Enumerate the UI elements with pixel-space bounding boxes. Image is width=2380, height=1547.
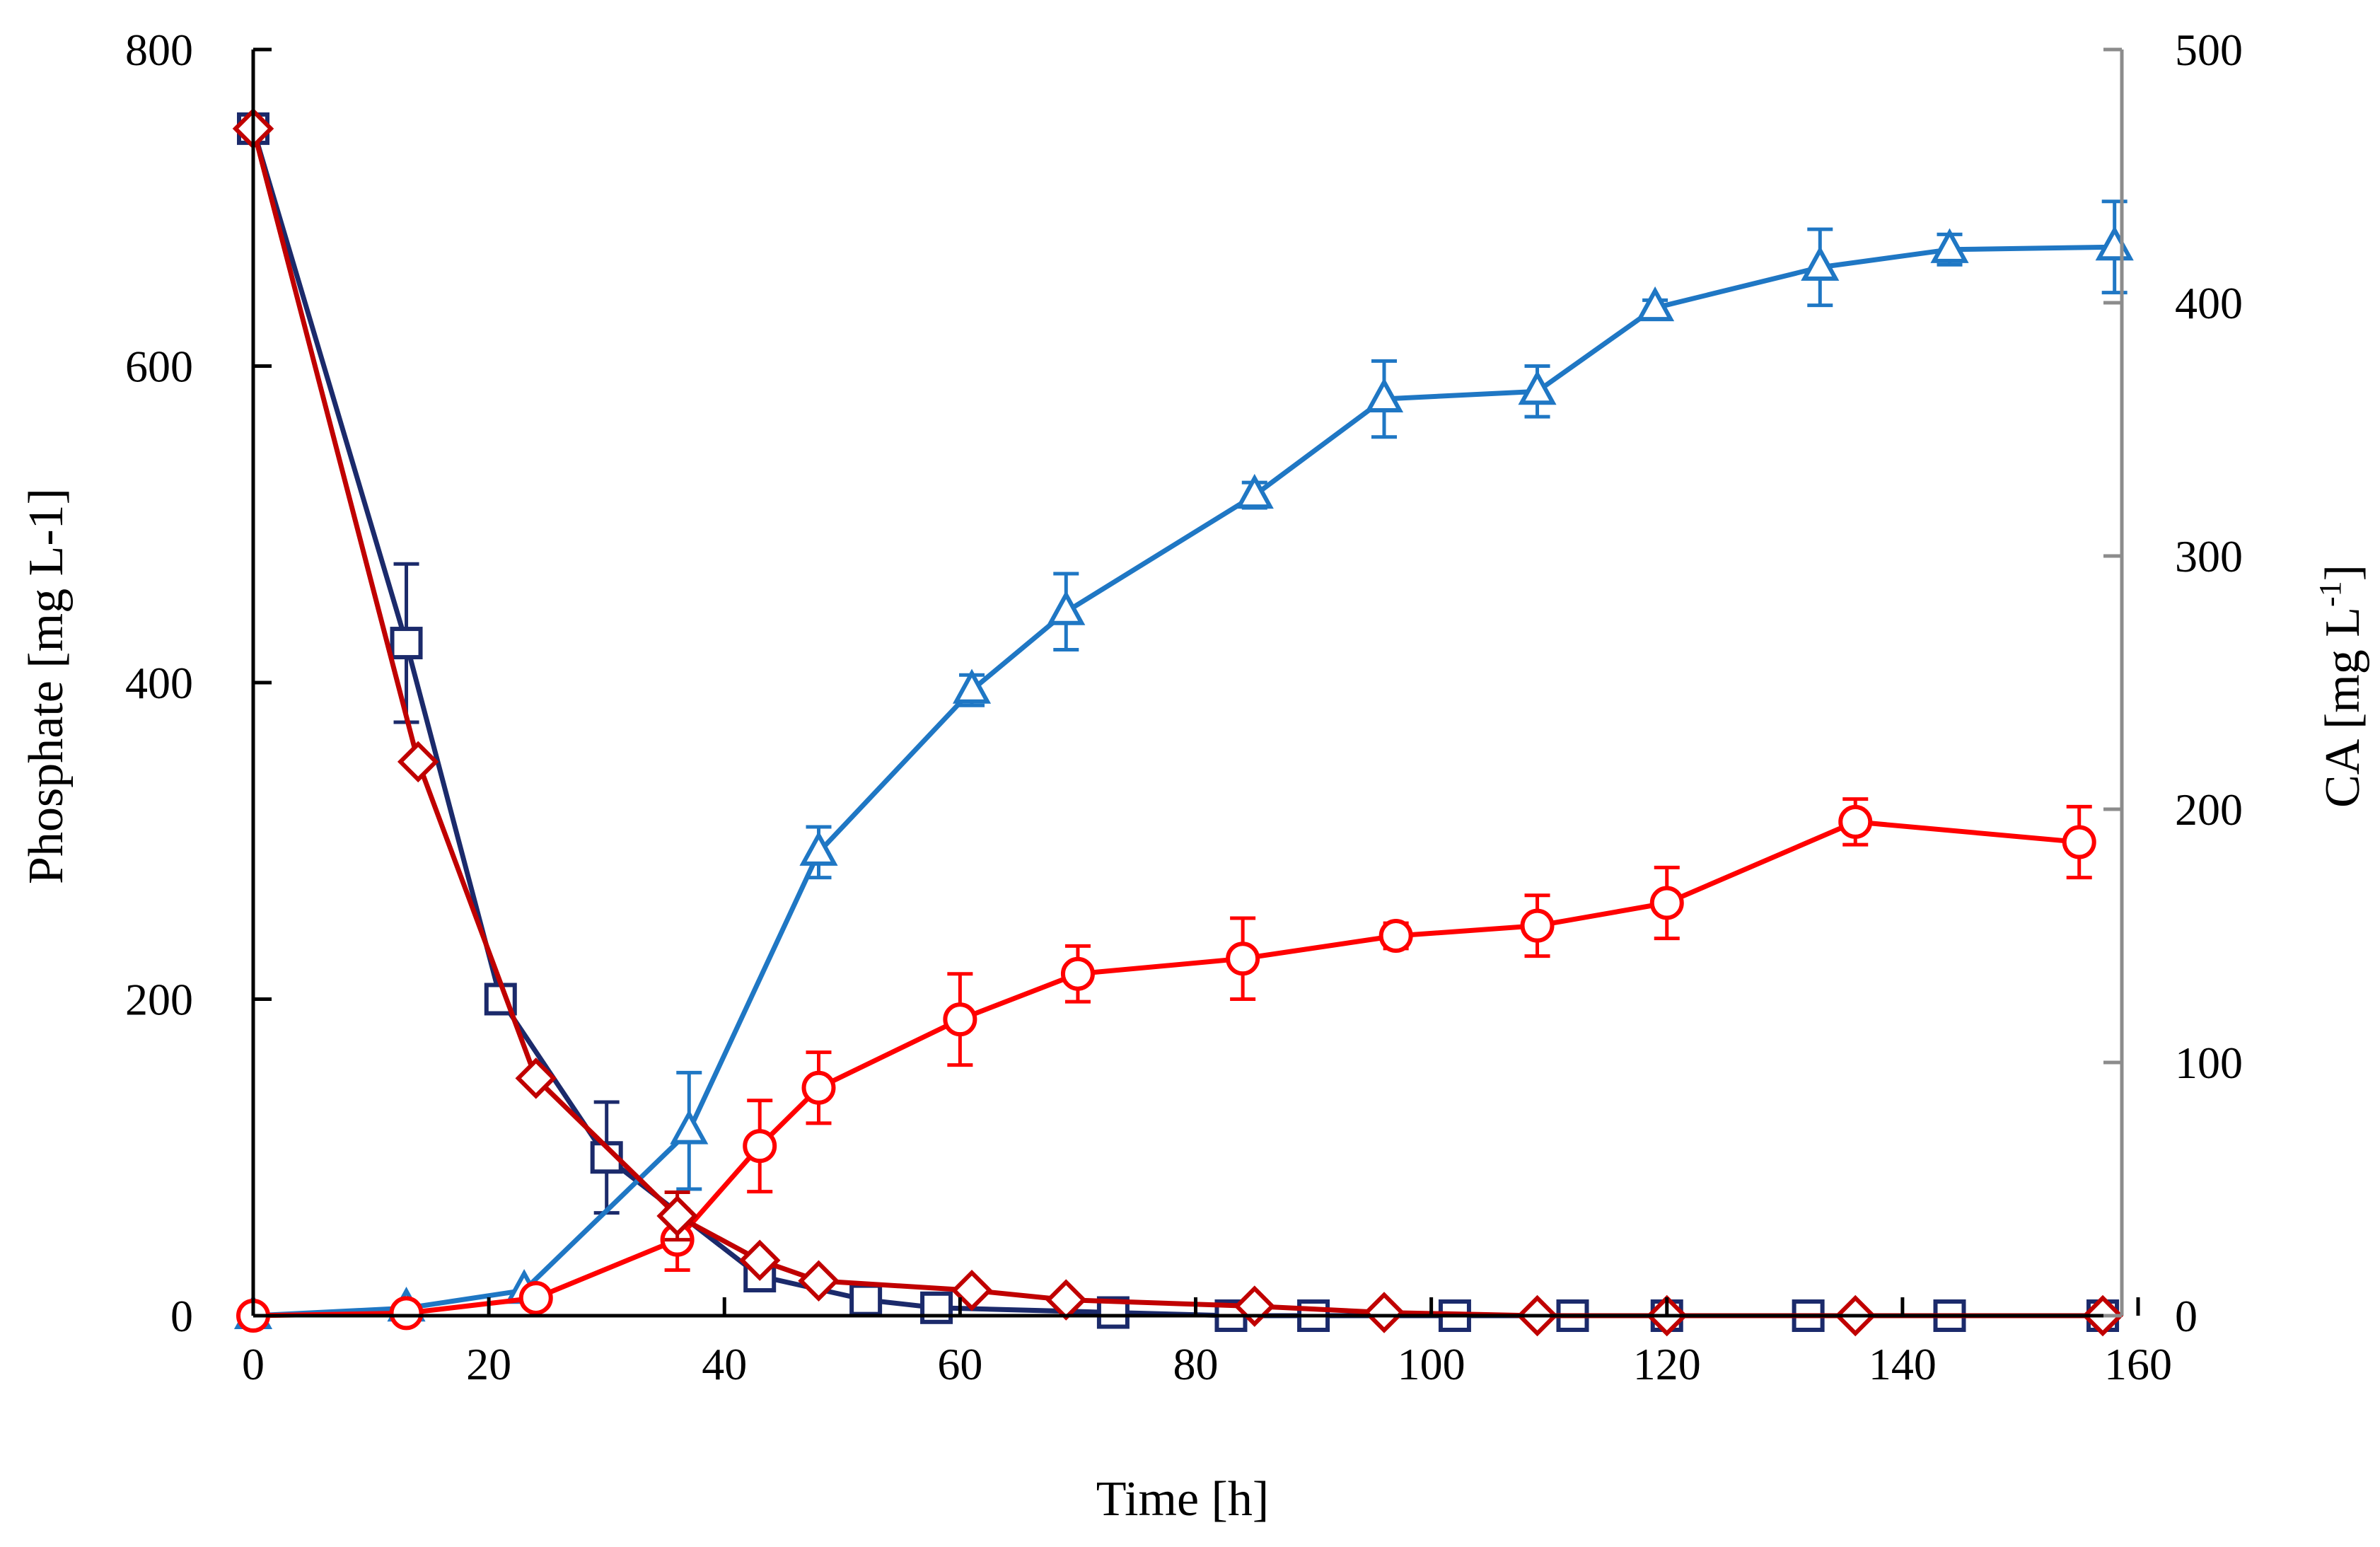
- y2-label-main: CA [mg L: [2316, 607, 2370, 808]
- y-tick-label-left: 200: [125, 975, 193, 1025]
- data-point-diamond: [798, 1260, 840, 1302]
- plot-area: [232, 108, 2134, 1337]
- x-tick-label: 60: [937, 1339, 982, 1389]
- y-tick-label-left: 800: [125, 25, 193, 75]
- data-point-triangle: [1364, 377, 1404, 413]
- data-point-diamond: [738, 1239, 781, 1281]
- data-point-circle: [1060, 956, 1095, 991]
- y2-label-superscript: -1: [2313, 581, 2347, 607]
- data-point-circle: [1838, 804, 1873, 839]
- series-circle: [236, 797, 2096, 1333]
- data-point-triangle: [1047, 590, 1086, 625]
- y-tick-label-left: 400: [125, 658, 193, 708]
- data-point-diamond: [951, 1269, 993, 1311]
- data-point-circle: [801, 1070, 836, 1105]
- data-point-triangle: [2095, 226, 2134, 261]
- data-point-circle: [1226, 941, 1260, 976]
- data-point-triangle: [670, 1109, 709, 1145]
- data-point-circle: [389, 1296, 424, 1331]
- data-point-circle: [1520, 908, 1555, 943]
- series-line-circle: [252, 819, 2080, 1319]
- data-point-diamond: [515, 1058, 557, 1099]
- data-point-triangle: [1930, 228, 1969, 263]
- y-axis-left-label: Phosphate [mg L-1]: [19, 488, 74, 884]
- data-point-circle: [1649, 886, 1684, 920]
- y-tick-label-left: 600: [125, 342, 193, 392]
- axis-labels: Time [h] Phosphate [mg L-1] CA [mg L-1]: [19, 488, 2370, 1526]
- y-tick-label-right: 0: [2175, 1291, 2198, 1341]
- x-tick-label: 140: [1869, 1339, 1937, 1389]
- x-axis-label: Time [h]: [1096, 1472, 1269, 1526]
- x-tick-label: 80: [1173, 1339, 1219, 1389]
- y-tick-label-right: 200: [2175, 784, 2243, 835]
- data-point-square: [920, 1291, 953, 1324]
- x-tick-label: 160: [2104, 1339, 2172, 1389]
- data-point-circle: [1378, 919, 1413, 953]
- data-point-circle: [743, 1129, 777, 1164]
- data-point-diamond: [397, 741, 439, 783]
- y-axis-right-label: CA [mg L-1]: [2313, 564, 2370, 808]
- data-point-triangle: [1636, 286, 1675, 322]
- data-point-square: [849, 1283, 883, 1316]
- data-point-circle: [2062, 825, 2096, 859]
- data-point-diamond: [1363, 1292, 1405, 1333]
- data-point-triangle: [799, 830, 838, 866]
- series-diamond: [232, 108, 2124, 1337]
- axes: 0 20 40 60 80 100 120 140 1600200400600800010020…: [125, 25, 2243, 1389]
- data-point-triangle: [1801, 245, 1840, 281]
- y-tick-label-right: 500: [2175, 25, 2243, 75]
- y2-label-close: ]: [2316, 564, 2370, 581]
- x-tick-label: 40: [702, 1339, 747, 1389]
- x-tick-label: 100: [1398, 1339, 1465, 1389]
- data-point-square: [390, 627, 423, 660]
- x-tick-label: 0: [242, 1339, 265, 1389]
- data-point-circle: [518, 1280, 553, 1315]
- y-tick-label-right: 300: [2175, 531, 2243, 581]
- data-point-diamond: [1045, 1279, 1087, 1321]
- y-tick-label-right: 400: [2175, 278, 2243, 328]
- series-square: [237, 112, 2120, 1332]
- data-point-triangle: [1235, 473, 1274, 509]
- data-point-triangle: [952, 668, 992, 704]
- y-tick-label-right: 100: [2175, 1038, 2243, 1088]
- y-tick-label-left: 0: [170, 1291, 193, 1341]
- series-line-triangle: [252, 244, 2115, 1319]
- data-point-diamond: [656, 1195, 698, 1237]
- data-point-triangle: [1518, 370, 1557, 405]
- data-point-circle: [943, 1002, 977, 1037]
- series-triangle: [233, 199, 2134, 1329]
- x-tick-label: 20: [466, 1339, 511, 1389]
- x-tick-label: 120: [1633, 1339, 1701, 1389]
